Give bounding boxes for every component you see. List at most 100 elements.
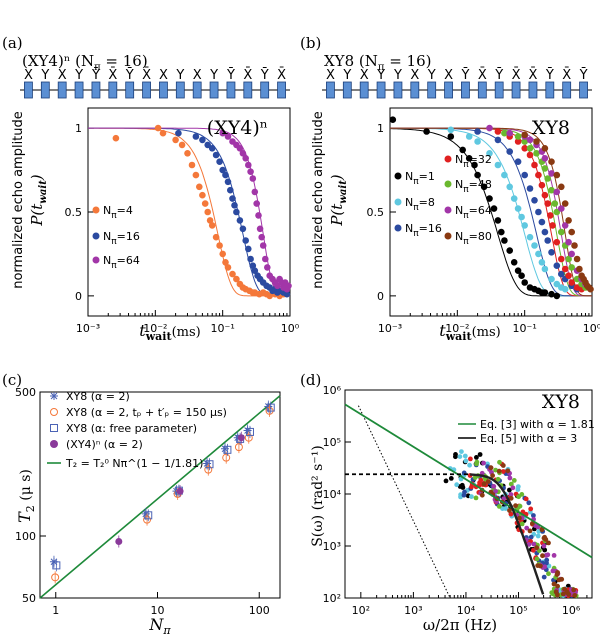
data-point: [219, 250, 226, 258]
data-point: [192, 171, 200, 179]
data-point: [184, 150, 191, 157]
data-point: [521, 222, 528, 229]
data-point: [508, 481, 514, 487]
data-point: [526, 185, 534, 192]
data-point: [216, 242, 223, 249]
data-point: [256, 225, 264, 233]
y-tick-label: 10³: [323, 540, 341, 553]
pulse-block: [494, 81, 504, 99]
y-tick-label: 10⁶: [323, 384, 342, 397]
panel-b-header: XY8 (Nπ = 16): [324, 52, 432, 73]
pulse-block: [142, 81, 151, 99]
legend-open-square: [50, 424, 58, 432]
data-point: [494, 136, 502, 144]
data-point: [491, 484, 497, 489]
data-point: [204, 141, 211, 149]
x-tick-label: 10⁻³: [76, 322, 100, 335]
data-point: [558, 255, 565, 263]
data-point: [283, 290, 291, 298]
pulse-label: X: [24, 68, 33, 83]
panel-b-xlabel: twait(ms): [439, 321, 500, 343]
data-point: [507, 475, 513, 481]
pulse-block: [24, 81, 33, 99]
data-point: [561, 222, 569, 229]
data-point: [224, 178, 232, 186]
data-point: [239, 150, 247, 157]
pulse-label: Y: [427, 68, 436, 83]
panel-c-xlabel: Nπ: [148, 615, 171, 637]
data-point: [572, 593, 578, 598]
marker-open-square: [245, 427, 254, 436]
data-point: [526, 233, 534, 241]
pulse-label: X: [410, 68, 419, 83]
pulse-label: X: [193, 68, 202, 83]
plot-b: 10⁻³ 10⁻² 10⁻¹ 10⁰ 0 0.5 1: [367, 107, 600, 335]
data-point: [548, 249, 555, 256]
pulse-label: Ȳ: [494, 68, 503, 83]
data-point: [548, 275, 555, 283]
pulse-label: Y: [40, 68, 49, 83]
data-point: [506, 183, 513, 191]
data-point: [514, 267, 522, 275]
data-point: [568, 250, 575, 258]
legend-a: Nπ=4 Nπ=16 Nπ=64: [92, 204, 140, 271]
data-point: [555, 592, 560, 598]
panel-a: (a) (XY4)ⁿ (Nπ = 16) X Y X Y Ȳ X̄ Ȳ X̄ X Y X Y Ȳ X̄ Ȳ X…: [2, 34, 300, 343]
data-point: [454, 482, 460, 488]
axes-frame: [39, 391, 281, 599]
data-point: [251, 267, 259, 275]
legend-label: Eq. [3] with α = 1.81: [480, 418, 595, 431]
pulse-block: [260, 81, 270, 99]
data-point: [540, 553, 545, 559]
data-point: [531, 161, 538, 169]
data-point: [204, 208, 211, 216]
y-tick-label: 0.5: [367, 206, 385, 219]
data-point: [494, 161, 502, 169]
data-point: [154, 124, 162, 132]
data-point: [285, 282, 292, 290]
data-point: [510, 485, 516, 491]
data-point: [249, 262, 257, 270]
data-point: [497, 459, 502, 465]
data-point: [494, 128, 502, 135]
data-point: [535, 250, 542, 258]
pulse-block: [342, 81, 352, 99]
data-point: [541, 165, 549, 172]
plot-d: 10² 10³ 10⁴ 10⁵ 10⁶ 10² 10³ 10⁴ 10⁵ 10⁶: [323, 384, 593, 617]
data-point: [528, 534, 534, 540]
data-point: [531, 541, 537, 547]
data-point: [423, 128, 430, 135]
data-point: [251, 188, 259, 196]
y-tick-label: 1: [75, 122, 82, 135]
data-point: [521, 145, 528, 152]
x-tick-label: 10: [150, 604, 164, 617]
data-point: [546, 571, 551, 577]
pulse-block: [326, 81, 335, 99]
data-point: [247, 255, 254, 263]
data-point: [508, 492, 514, 497]
x-tick-label: 10⁰: [583, 322, 600, 335]
data-point: [175, 129, 182, 137]
pulse-block: [410, 81, 420, 99]
legend-marker: [444, 206, 452, 214]
data-point: [448, 476, 454, 481]
legend-star: [50, 392, 58, 400]
legend-label: XY8 (α: free parameter): [66, 422, 197, 435]
data-point: [533, 150, 540, 157]
data-point: [229, 195, 236, 202]
eq3-line: [344, 403, 593, 559]
data-point: [555, 583, 560, 589]
data-point: [201, 200, 209, 207]
pulse-block: [528, 81, 538, 99]
pulse-label: Ȳ: [125, 68, 134, 83]
data-point: [505, 468, 511, 474]
data-point: [480, 183, 488, 191]
pulse-block: [74, 81, 84, 99]
data-point: [199, 191, 206, 199]
legend-b: Nπ=1 Nπ=8 Nπ=16 Nπ=32 Nπ=48 Nπ=64 Nπ=80: [394, 153, 492, 247]
data-point: [508, 511, 514, 517]
marker-open-circle: [51, 573, 60, 582]
y-tick-label: 10⁴: [323, 488, 342, 501]
panel-d: (d) 10² 10³ 10⁴ 10⁵ 10⁶ 10² 10³ 10⁴ 10⁵ 10⁶ XY8 S…: [300, 371, 595, 634]
